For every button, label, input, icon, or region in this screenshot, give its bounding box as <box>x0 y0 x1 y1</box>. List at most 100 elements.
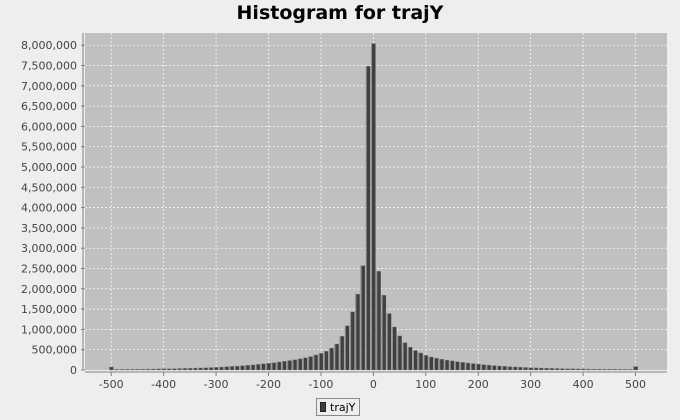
histogram-bar <box>287 360 292 371</box>
histogram-bar <box>528 367 533 371</box>
histogram-bar <box>371 43 376 371</box>
histogram-bar <box>365 66 371 371</box>
histogram-bar <box>177 368 182 371</box>
y-tick-label: 1,500,000 <box>21 303 77 316</box>
histogram-bar <box>496 365 502 371</box>
y-tick-label: 2,500,000 <box>21 262 77 275</box>
histogram-bar <box>355 293 360 371</box>
histogram-bar <box>360 265 366 371</box>
histogram-bar <box>449 360 455 371</box>
y-tick-label: 0 <box>70 364 77 377</box>
histogram-bar <box>276 361 282 371</box>
histogram-bar <box>156 368 161 371</box>
plot-area <box>85 33 667 370</box>
histogram-bar <box>208 367 214 371</box>
histogram-bar <box>219 366 224 371</box>
histogram-bar <box>234 365 240 371</box>
histogram-bar <box>544 368 549 371</box>
x-tick-label: 500 <box>625 378 646 391</box>
histogram-bar <box>586 368 591 371</box>
x-tick-label: 400 <box>573 378 594 391</box>
x-tick-label: -200 <box>256 378 281 391</box>
histogram-bar <box>182 368 187 371</box>
histogram-bar <box>302 357 308 371</box>
histogram-bar <box>397 335 402 371</box>
histogram-bar <box>507 366 513 371</box>
histogram-bar <box>439 359 444 371</box>
x-tick-label: -300 <box>204 378 229 391</box>
histogram-bar <box>203 367 208 371</box>
histogram-bar <box>517 367 523 371</box>
x-tick-label: -500 <box>99 378 124 391</box>
histogram-bar <box>329 347 334 371</box>
histogram-bar <box>512 366 518 371</box>
histogram-bar <box>386 313 392 371</box>
histogram-bar <box>381 295 387 371</box>
histogram-bar <box>108 366 114 371</box>
x-tick-label: 0 <box>370 378 377 391</box>
x-tick-label: 100 <box>415 378 436 391</box>
histogram-bar <box>250 364 256 371</box>
legend-swatch <box>320 402 326 412</box>
y-tick-label: 3,500,000 <box>21 222 77 235</box>
histogram-bar <box>591 368 596 371</box>
histogram-bar <box>523 367 528 371</box>
histogram-bar <box>481 364 486 371</box>
histogram-bar <box>213 367 219 371</box>
histogram-bar <box>140 368 145 371</box>
histogram-bar <box>313 354 319 371</box>
histogram-bar <box>171 368 177 371</box>
histogram-bar <box>161 368 166 371</box>
x-tick-label: -100 <box>308 378 333 391</box>
histogram-bar <box>502 366 507 371</box>
y-tick-label: 4,500,000 <box>21 181 77 194</box>
histogram-bar <box>607 369 612 371</box>
histogram-bar <box>166 368 172 371</box>
histogram-bar <box>198 367 203 371</box>
histogram-bar <box>192 367 198 371</box>
histogram-bar <box>350 311 355 371</box>
histogram-bar <box>413 350 418 371</box>
histogram-bar <box>475 363 481 371</box>
histogram-bar <box>318 353 324 371</box>
histogram-bar <box>119 369 125 371</box>
histogram-bar <box>266 363 271 371</box>
histogram-bar <box>538 367 544 371</box>
histogram-bar <box>570 368 575 371</box>
histogram-bar <box>470 363 476 371</box>
legend-label: trajY <box>330 400 356 414</box>
histogram-bar <box>465 362 471 371</box>
histogram-bar <box>339 336 345 371</box>
y-tick-label: 2,000,000 <box>21 283 77 296</box>
histogram-bar <box>407 347 413 371</box>
histogram-bar <box>402 342 408 371</box>
histogram-bar <box>376 271 381 371</box>
histogram-bar <box>392 326 397 371</box>
histogram-bar <box>308 356 313 371</box>
histogram-bar <box>224 366 229 371</box>
y-tick-label: 5,500,000 <box>21 141 77 154</box>
y-tick-label: 6,000,000 <box>21 120 77 133</box>
histogram-bar <box>281 361 287 371</box>
histogram-bar <box>559 368 565 371</box>
histogram-bar <box>575 368 581 371</box>
histogram-bar <box>271 362 277 371</box>
histogram-bar <box>627 369 633 371</box>
y-tick-label: 7,000,000 <box>21 80 77 93</box>
y-tick-label: 7,500,000 <box>21 59 77 72</box>
histogram-bar <box>187 368 193 371</box>
y-tick-label: 4,000,000 <box>21 202 77 215</box>
histogram-bar <box>622 369 628 371</box>
histogram-bar <box>433 358 439 371</box>
histogram-bar <box>596 368 602 371</box>
histogram-bar <box>612 369 617 371</box>
chart-title: Histogram for trajY <box>236 2 444 24</box>
histogram-bar <box>334 343 339 371</box>
histogram-bar <box>423 355 429 371</box>
histogram-bar <box>114 369 119 371</box>
y-tick-label: 6,500,000 <box>21 100 77 113</box>
histogram-bar <box>239 365 245 371</box>
axes: 0 500,000 1,000,000 1,500,000 2,000,000 2,500… <box>21 33 667 391</box>
histogram-bar <box>229 366 235 371</box>
